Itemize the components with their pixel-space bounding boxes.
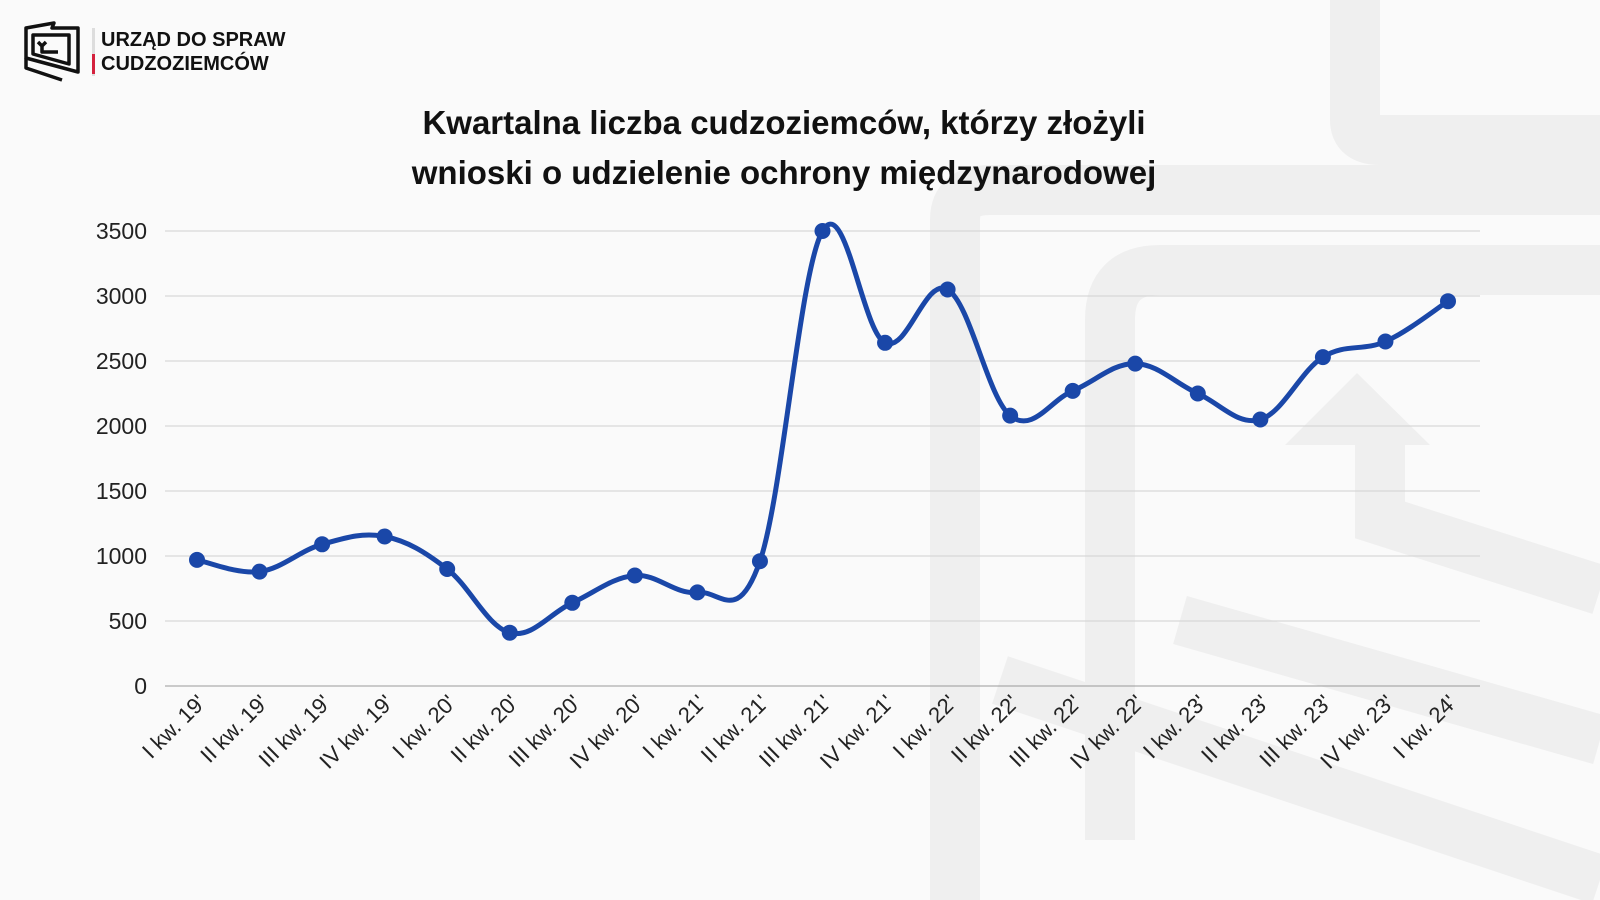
data-point xyxy=(189,551,205,568)
data-point xyxy=(314,536,331,553)
data-point xyxy=(877,334,894,351)
logo-line-2: CUDZOZIEMCÓW xyxy=(101,53,269,75)
data-point xyxy=(1440,293,1456,310)
y-tick-label: 0 xyxy=(134,673,147,699)
chart-title-line-1: Kwartalna liczba cudzoziemców, którzy zł… xyxy=(422,104,1146,141)
data-point xyxy=(751,553,768,570)
y-tick-label: 1000 xyxy=(96,543,147,569)
data-point xyxy=(251,563,268,580)
y-tick-label: 2500 xyxy=(96,348,147,374)
logo: URZĄD DO SPRAW CUDZOZIEMCÓW xyxy=(22,20,285,84)
data-point xyxy=(1189,385,1206,402)
logo-accent-bar xyxy=(92,54,95,74)
data-point xyxy=(939,281,956,298)
logo-text: URZĄD DO SPRAW CUDZOZIEMCÓW xyxy=(92,28,285,76)
chart-title-line-2: wnioski o udzielenie ochrony międzynarod… xyxy=(411,154,1157,191)
data-point xyxy=(501,624,518,641)
data-point xyxy=(439,561,456,577)
series-line xyxy=(196,221,1450,637)
y-tick-label: 3000 xyxy=(96,283,147,309)
data-point xyxy=(626,567,643,584)
x-tick-label: I kw. 24' xyxy=(1388,690,1461,763)
data-point xyxy=(1064,382,1081,399)
data-point xyxy=(564,594,581,611)
y-tick-label: 2000 xyxy=(96,413,147,439)
y-tick-label: 500 xyxy=(109,608,147,634)
y-tick-label: 3500 xyxy=(96,218,147,244)
data-point xyxy=(1377,333,1394,350)
data-point xyxy=(1002,407,1019,424)
data-point xyxy=(1127,355,1144,372)
office-logo-icon xyxy=(24,21,80,82)
data-point xyxy=(1252,411,1269,428)
data-point xyxy=(1314,349,1331,366)
logo-line-1: URZĄD DO SPRAW xyxy=(101,29,286,51)
data-point xyxy=(814,223,831,239)
data-point xyxy=(376,528,393,545)
y-tick-label: 1500 xyxy=(96,478,147,504)
data-point xyxy=(689,584,706,601)
chart-title: Kwartalna liczba cudzoziemców, którzy zł… xyxy=(0,98,1568,198)
